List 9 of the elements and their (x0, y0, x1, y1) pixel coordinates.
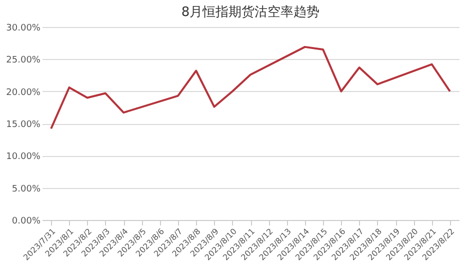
chart-title: 8月恒指期货沽空率趋势 (181, 4, 320, 20)
y-tick-label: 5.00% (12, 184, 41, 194)
y-tick-label: 0.00% (12, 216, 41, 226)
y-tick-label: 20.00% (6, 88, 41, 98)
line-series (50, 46, 451, 130)
y-tick-label: 15.00% (6, 120, 41, 130)
y-tick-label: 10.00% (6, 152, 41, 162)
y-tick-label: 25.00% (6, 56, 41, 66)
y-tick-label: 30.00% (6, 24, 41, 34)
